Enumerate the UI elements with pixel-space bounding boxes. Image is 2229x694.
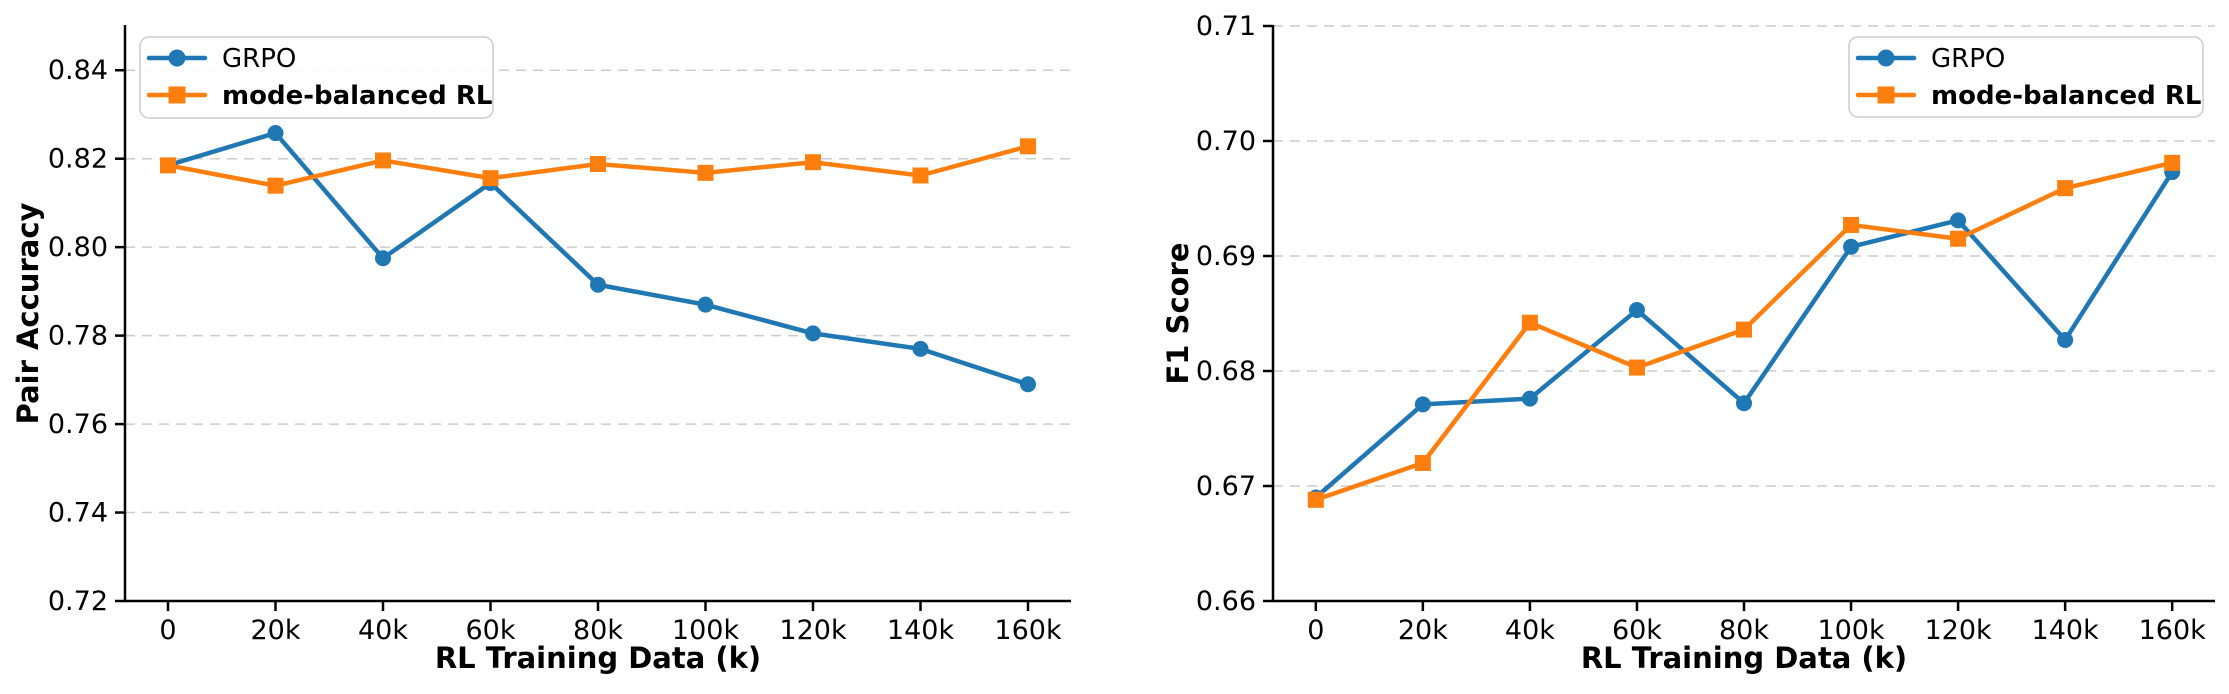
legend-square-marker bbox=[168, 86, 186, 104]
legend-label: GRPO bbox=[1931, 44, 2005, 74]
x-tick-label: 160k bbox=[2139, 615, 2207, 646]
data-point-marker bbox=[160, 157, 176, 174]
data-point-marker bbox=[1521, 390, 1538, 407]
data-point-marker bbox=[1736, 321, 1752, 338]
y-tick-label: 0.67 bbox=[1196, 471, 1256, 502]
x-tick-label: 60k bbox=[466, 615, 516, 646]
x-tick-label: 60k bbox=[1612, 615, 1662, 646]
data-point-marker bbox=[1414, 396, 1431, 413]
data-point-marker bbox=[697, 164, 714, 181]
legend-circle-marker bbox=[1877, 49, 1895, 67]
data-point-marker bbox=[1736, 395, 1752, 412]
x-tick-label: 100k bbox=[1817, 615, 1885, 646]
data-point-marker bbox=[1020, 138, 1036, 155]
x-axis-label: RL Training Data (k) bbox=[435, 641, 761, 675]
y-tick-label: 0.69 bbox=[1196, 241, 1256, 272]
legend-label: mode-balanced RL bbox=[1931, 81, 2201, 111]
y-tick-label: 0.76 bbox=[48, 409, 108, 440]
y-axis-label: F1 Score bbox=[1161, 242, 1195, 384]
legend: GRPO mode-balanced RL bbox=[139, 36, 494, 119]
y-tick-label: 0.74 bbox=[48, 498, 108, 529]
data-point-marker bbox=[267, 177, 284, 194]
data-point-marker bbox=[1628, 302, 1645, 319]
y-tick-label: 0.72 bbox=[48, 586, 108, 617]
x-tick-label: 160k bbox=[994, 615, 1062, 646]
y-axis-label: Pair Accuracy bbox=[11, 202, 45, 424]
x-tick-label: 120k bbox=[1925, 615, 1993, 646]
x-tick-label: 140k bbox=[887, 615, 955, 646]
data-point-marker bbox=[912, 340, 929, 357]
data-point-marker bbox=[267, 125, 284, 142]
y-tick-label: 0.84 bbox=[48, 55, 108, 86]
y-tick-label: 0.82 bbox=[48, 144, 108, 175]
legend-box bbox=[1848, 36, 2204, 118]
data-point-marker bbox=[805, 325, 821, 342]
data-point-marker bbox=[1628, 359, 1645, 376]
x-tick-label: 40k bbox=[358, 615, 408, 646]
x-tick-label: 140k bbox=[2032, 615, 2100, 646]
y-tick-label: 0.70 bbox=[1196, 126, 1256, 157]
data-point-marker bbox=[697, 296, 714, 313]
x-tick-label: 120k bbox=[779, 615, 847, 646]
x-tick-label: 80k bbox=[1719, 615, 1769, 646]
data-point-marker bbox=[1307, 491, 1324, 508]
x-tick-label: 0 bbox=[1307, 615, 1324, 646]
legend-label: GRPO bbox=[222, 44, 296, 74]
data-point-marker bbox=[2057, 331, 2074, 348]
pair-accuracy-chart: 0.72 0.74 0.76 0.78 0.80 0.82 0.84 0 20k 40k 60k 80… bbox=[11, 25, 1071, 675]
data-point-marker bbox=[912, 167, 929, 184]
data-point-marker bbox=[2057, 180, 2074, 197]
data-point-marker bbox=[1843, 238, 1860, 255]
data-point-marker bbox=[590, 156, 606, 172]
x-tick-label: 100k bbox=[672, 615, 740, 646]
f1-score-chart: 0.66 0.67 0.68 0.69 0.70 0.71 0 20k 40k 60k 80k 100… bbox=[1161, 11, 2215, 675]
data-point-marker bbox=[375, 152, 391, 169]
x-tick-label: 0 bbox=[159, 615, 176, 646]
y-tick-label: 0.66 bbox=[1196, 586, 1256, 617]
legend-circle-marker bbox=[168, 49, 186, 67]
data-point-marker bbox=[482, 170, 499, 187]
data-point-marker bbox=[1414, 455, 1431, 471]
x-axis-label: RL Training Data (k) bbox=[1581, 641, 1907, 675]
y-tick-label: 0.78 bbox=[48, 321, 108, 352]
data-point-marker bbox=[1521, 314, 1538, 331]
legend-label: mode-balanced RL bbox=[222, 81, 492, 111]
legend-box bbox=[139, 36, 494, 119]
data-point-marker bbox=[375, 250, 391, 267]
data-point-marker bbox=[1950, 212, 1967, 229]
data-point-marker bbox=[1843, 216, 1860, 233]
data-point-marker bbox=[1950, 230, 1967, 247]
y-tick-label: 0.68 bbox=[1196, 356, 1256, 387]
data-point-marker bbox=[805, 154, 821, 171]
legend: GRPO mode-balanced RL bbox=[1848, 36, 2204, 118]
data-point-marker bbox=[2164, 154, 2181, 171]
x-tick-label: 20k bbox=[1398, 615, 1448, 646]
x-tick-label: 40k bbox=[1505, 615, 1555, 646]
y-tick-label: 0.80 bbox=[48, 232, 108, 263]
x-tick-label: 20k bbox=[251, 615, 301, 646]
x-tick-label: 80k bbox=[573, 615, 623, 646]
y-tick-label: 0.71 bbox=[1196, 11, 1256, 42]
data-point-marker bbox=[1020, 376, 1036, 393]
data-point-marker bbox=[590, 276, 606, 293]
legend-square-marker bbox=[1877, 86, 1895, 104]
